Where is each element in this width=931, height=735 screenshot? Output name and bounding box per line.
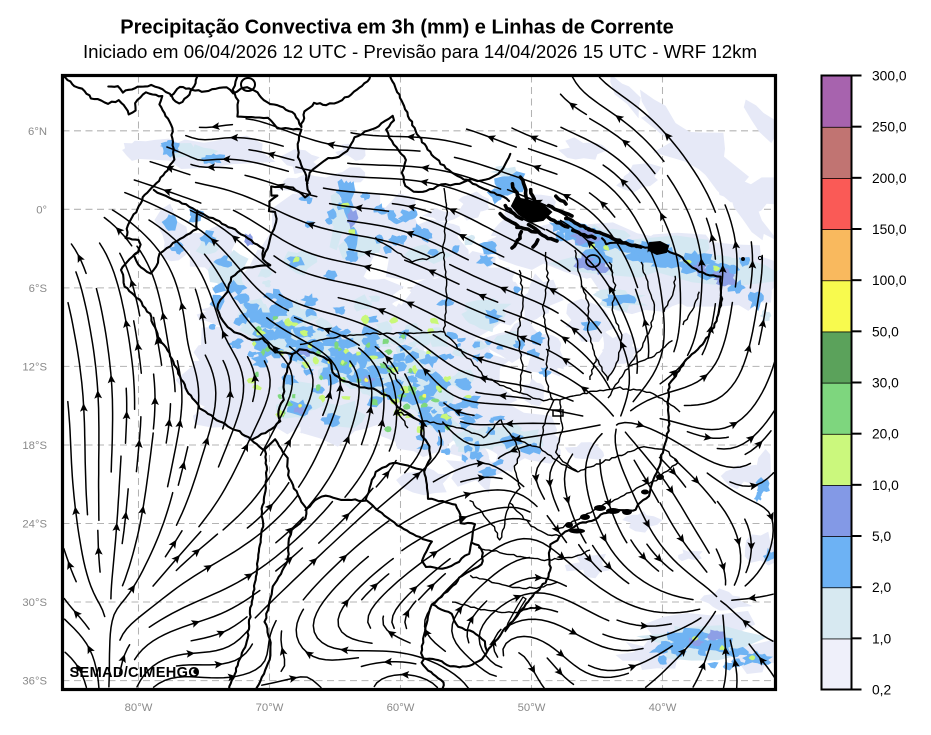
svg-text:50°W: 50°W — [518, 702, 546, 714]
svg-text:6°N: 6°N — [28, 126, 47, 138]
svg-text:18°S: 18°S — [22, 440, 47, 452]
svg-text:200,0: 200,0 — [872, 171, 907, 186]
svg-text:30,0: 30,0 — [872, 376, 899, 391]
svg-text:2,0: 2,0 — [872, 580, 892, 595]
svg-text:Precipitação Convectiva em 3h: Precipitação Convectiva em 3h (mm) e Lin… — [120, 17, 674, 39]
svg-text:0°: 0° — [36, 204, 47, 216]
svg-text:100,0: 100,0 — [872, 273, 907, 288]
svg-text:36°S: 36°S — [22, 676, 47, 688]
svg-text:20,0: 20,0 — [872, 427, 899, 442]
svg-text:250,0: 250,0 — [872, 120, 907, 135]
svg-text:50,0: 50,0 — [872, 324, 899, 339]
svg-text:80°W: 80°W — [125, 702, 153, 714]
svg-text:24°S: 24°S — [22, 519, 47, 531]
svg-text:12°S: 12°S — [22, 361, 47, 373]
svg-text:30°S: 30°S — [22, 597, 47, 609]
svg-text:10,0: 10,0 — [872, 478, 899, 493]
svg-text:150,0: 150,0 — [872, 222, 907, 237]
svg-text:300,0: 300,0 — [872, 69, 907, 84]
svg-text:1,0: 1,0 — [872, 631, 892, 646]
svg-text:Iniciado em 06/04/2026 12 UTC: Iniciado em 06/04/2026 12 UTC - Previsão… — [83, 41, 757, 62]
svg-text:60°W: 60°W — [387, 702, 415, 714]
svg-text:70°W: 70°W — [256, 702, 284, 714]
svg-text:6°S: 6°S — [29, 283, 48, 295]
svg-text:40°W: 40°W — [649, 702, 677, 714]
svg-text:SEMAD/CIMEHGO: SEMAD/CIMEHGO — [70, 665, 200, 681]
svg-text:0,2: 0,2 — [872, 683, 891, 698]
svg-text:5,0: 5,0 — [872, 529, 892, 544]
